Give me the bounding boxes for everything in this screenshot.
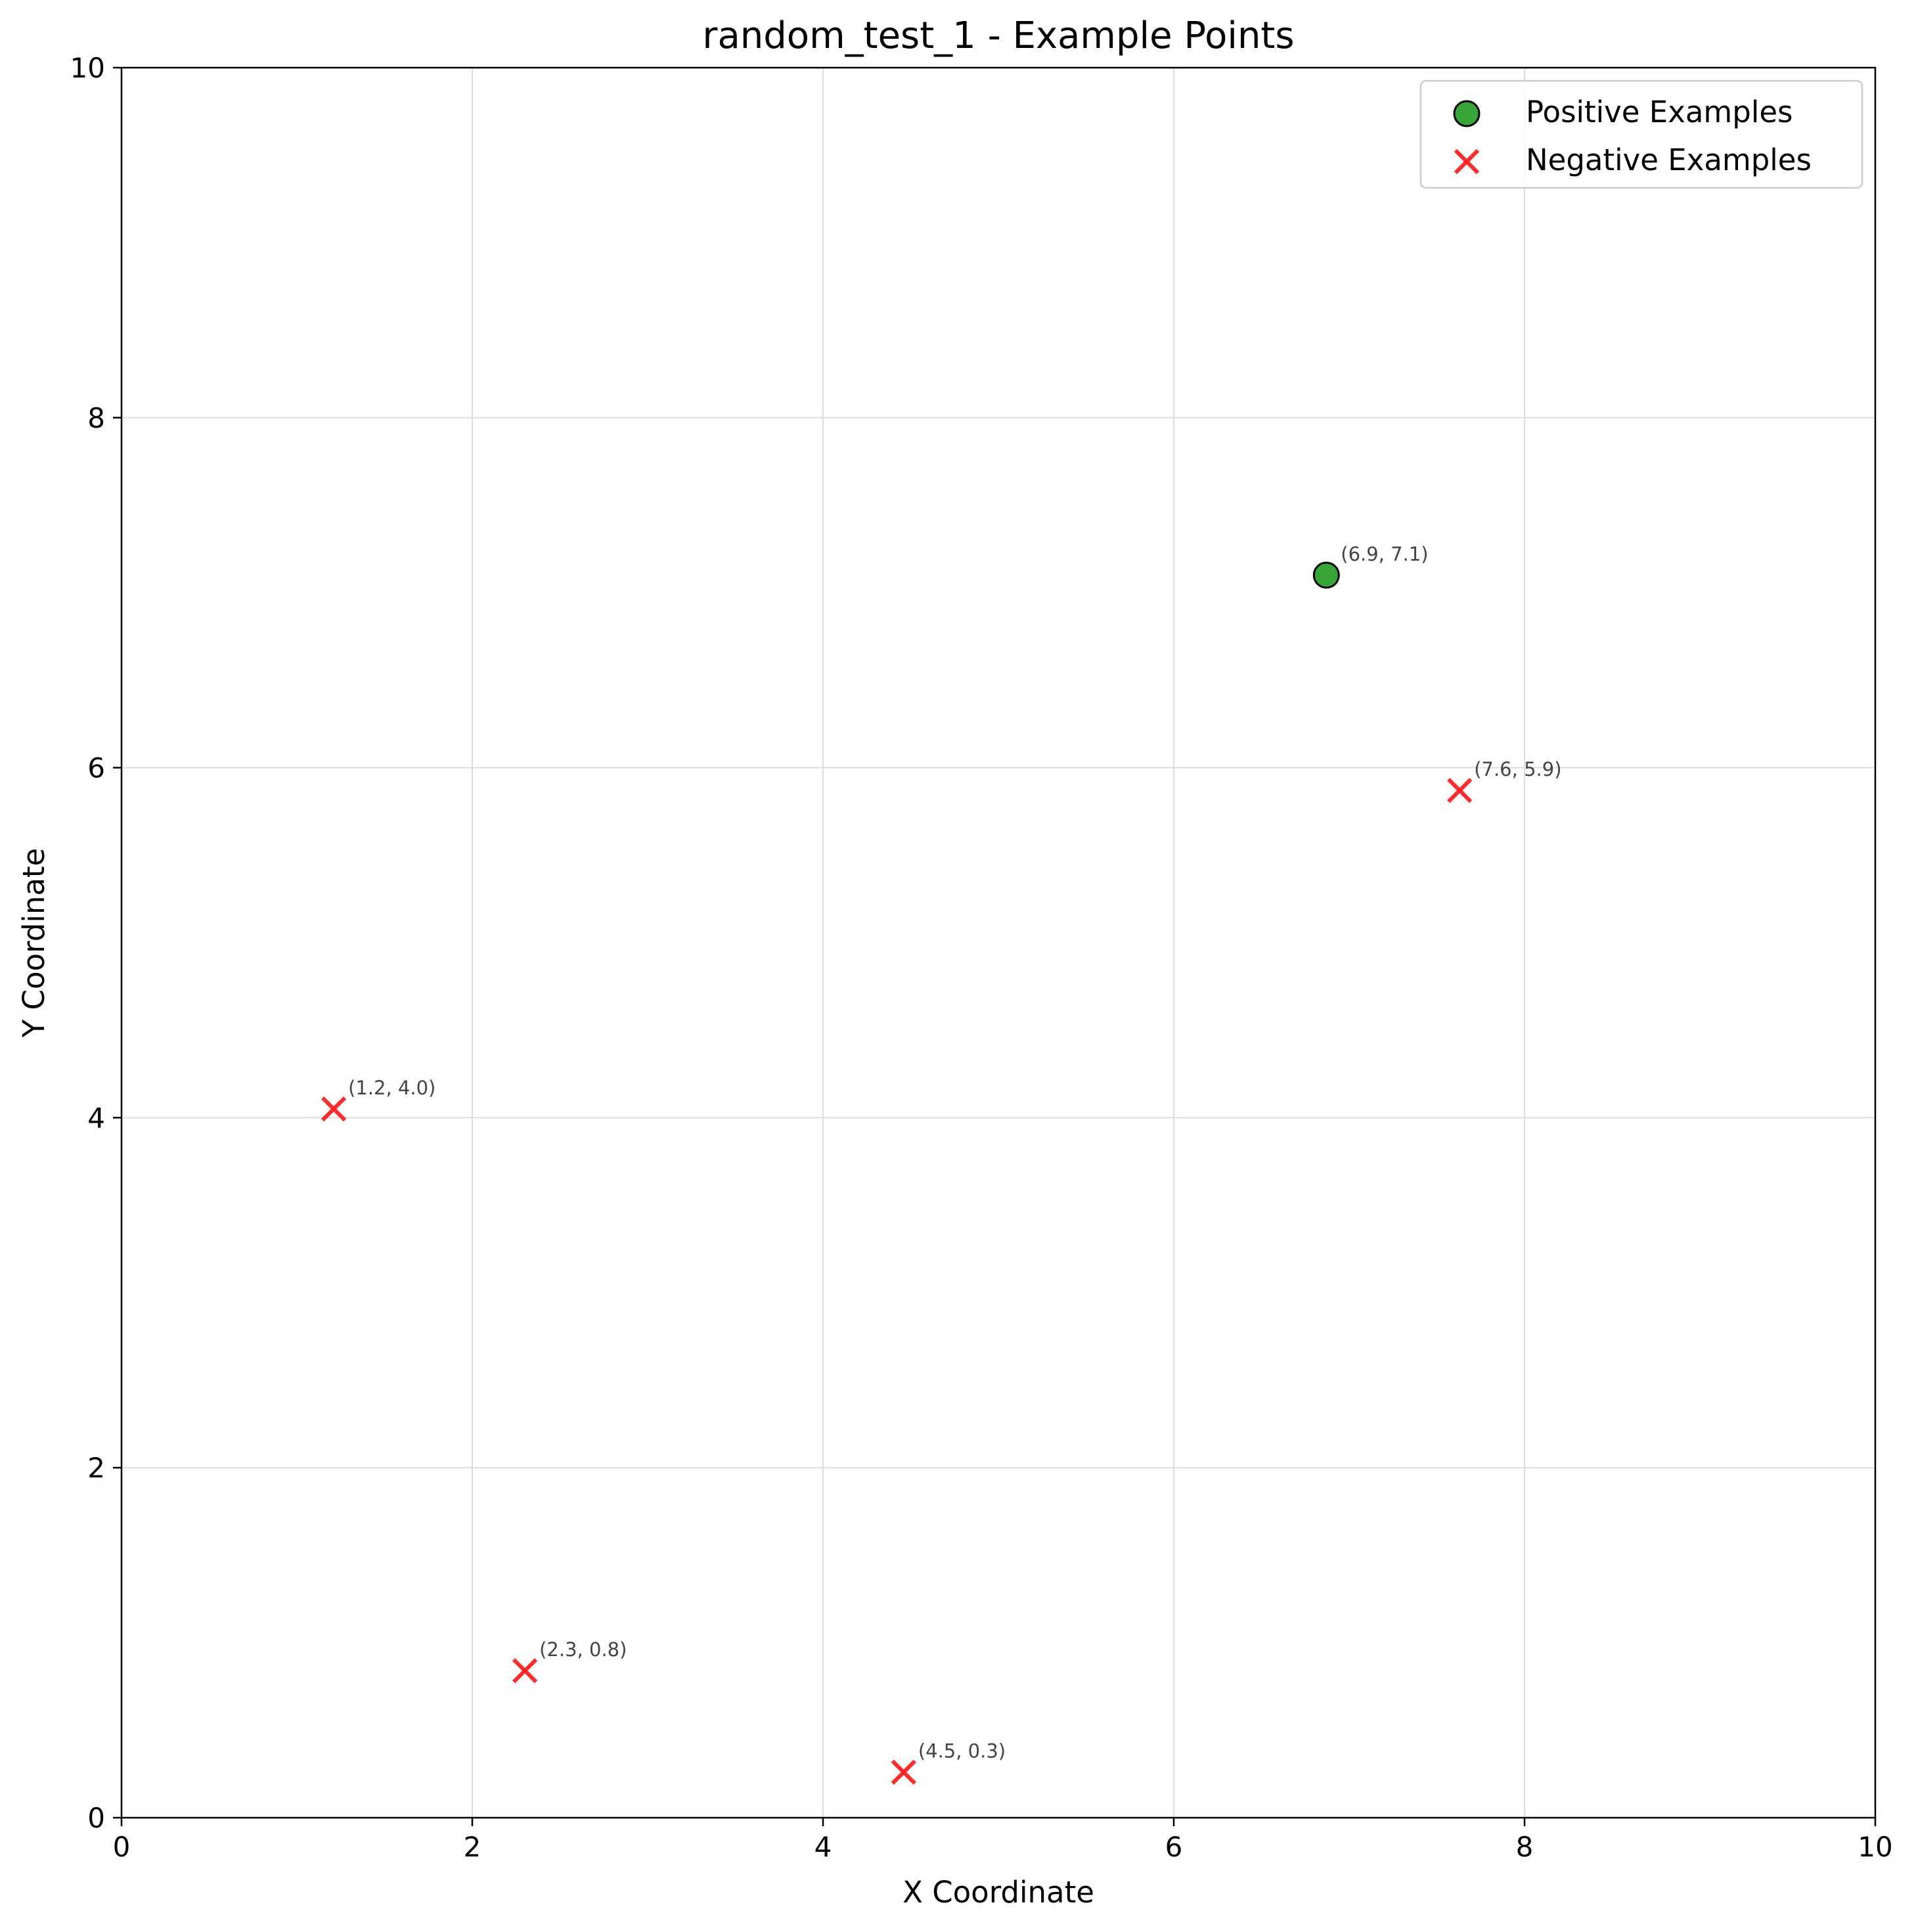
negative-point bbox=[891, 1759, 916, 1785]
x-tick-label: 4 bbox=[814, 1831, 832, 1863]
x-tick-label: 0 bbox=[113, 1831, 131, 1863]
negative-point bbox=[1447, 778, 1473, 803]
x-tick-label: 10 bbox=[1858, 1831, 1892, 1863]
legend-label: Positive Examples bbox=[1526, 95, 1793, 129]
x-tick-label: 6 bbox=[1165, 1831, 1183, 1863]
legend-label: Negative Examples bbox=[1526, 143, 1812, 177]
point-annotation: (1.2, 4.0) bbox=[348, 1077, 435, 1099]
y-axis-label: Y Coordinate bbox=[16, 848, 51, 1038]
point-annotation: (4.5, 0.3) bbox=[918, 1740, 1006, 1763]
legend-marker bbox=[1454, 148, 1480, 175]
x-marker-stroke bbox=[1447, 778, 1473, 803]
plot-frame bbox=[120, 66, 1877, 1819]
x-marker-stroke bbox=[1454, 148, 1480, 175]
legend-box bbox=[1419, 79, 1863, 189]
negative-point bbox=[321, 1096, 347, 1122]
legend-marker bbox=[1453, 100, 1481, 127]
legend: Positive Examples Negative Examples bbox=[1419, 79, 1863, 189]
y-tick-label: 6 bbox=[87, 752, 105, 784]
y-tick-label: 4 bbox=[87, 1102, 105, 1134]
y-tick-label: 10 bbox=[70, 52, 105, 84]
x-marker-stroke bbox=[321, 1096, 347, 1122]
axis-ticks: 0 2 4 6 8 10 0 2 4 6 8 10 bbox=[70, 52, 1893, 1863]
point-annotation: (2.3, 0.8) bbox=[539, 1638, 627, 1661]
y-tick-label: 8 bbox=[87, 402, 105, 434]
x-marker-stroke bbox=[891, 1759, 916, 1785]
point-annotation: (7.6, 5.9) bbox=[1474, 758, 1561, 780]
negative-point bbox=[512, 1658, 538, 1684]
x-marker-stroke bbox=[512, 1658, 538, 1684]
x-tick-label: 2 bbox=[464, 1831, 481, 1863]
y-tick-label: 2 bbox=[87, 1452, 105, 1484]
positive-point bbox=[1312, 562, 1340, 589]
x-axis-label: X Coordinate bbox=[902, 1875, 1094, 1910]
data-marks: (6.9, 7.1) (7.6, 5.9) (1.2, 4.0) (2.3, 0.8)… bbox=[321, 543, 1562, 1785]
point-annotation: (6.9, 7.1) bbox=[1341, 543, 1428, 566]
chart-title: random_test_1 - Example Points bbox=[702, 14, 1294, 57]
x-tick-label: 8 bbox=[1516, 1831, 1534, 1863]
y-tick-label: 0 bbox=[87, 1802, 105, 1834]
